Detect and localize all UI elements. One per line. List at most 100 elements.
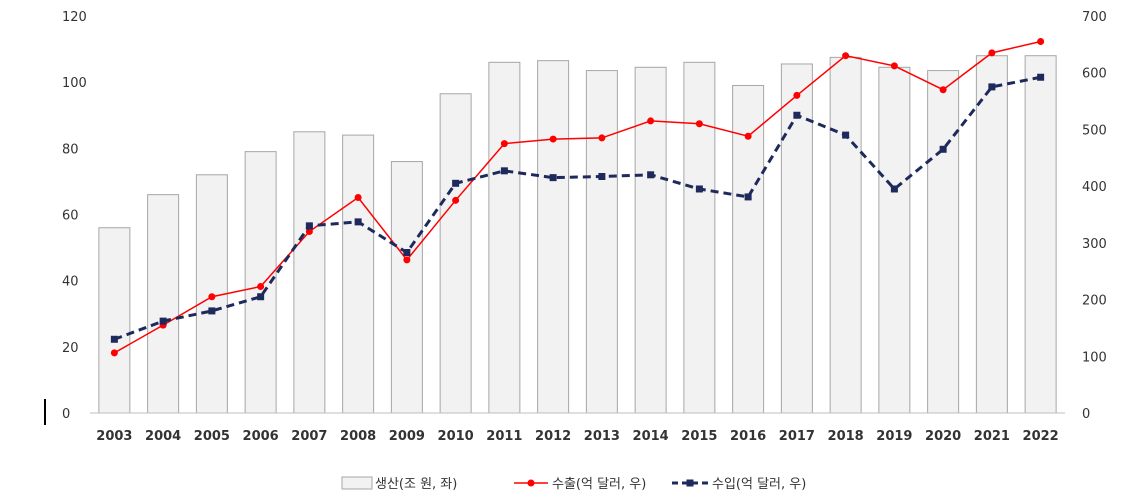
imports-point-2022	[1037, 73, 1045, 81]
exports-point-2008	[354, 193, 362, 201]
exports-point-2016	[744, 132, 752, 140]
bar-2003	[98, 227, 131, 414]
exports-point-2005	[208, 293, 216, 301]
imports-point-2011	[500, 167, 508, 175]
left-tick-label: 120	[62, 10, 87, 25]
x-tick-label: 2014	[633, 429, 669, 444]
legend: 생산(조 원, 좌) 수출(억 달러, 우) 수입(억 달러, 우)	[341, 476, 806, 492]
exports-point-2014	[647, 117, 655, 125]
left-axis: 0 20 40 60 80 100 120	[62, 10, 87, 422]
right-axis: 0 100 200 300 400 500 600 700	[1082, 10, 1107, 422]
x-tick-label: 2005	[194, 429, 230, 444]
imports-point-2008	[354, 218, 362, 226]
left-tick-label: 40	[62, 275, 79, 290]
bar-2015	[683, 61, 716, 414]
bar-2016	[732, 84, 765, 414]
x-tick-label: 2011	[486, 429, 522, 444]
left-tick-label: 80	[62, 142, 79, 157]
x-tick-label: 2006	[243, 429, 279, 444]
imports-point-2006	[257, 293, 265, 301]
imports-point-2019	[890, 185, 898, 193]
imports-point-2021	[988, 83, 996, 91]
imports-point-2015	[695, 185, 703, 193]
x-tick-label: 2016	[730, 429, 766, 444]
x-tick-label: 2018	[828, 429, 864, 444]
cursor-mark	[44, 399, 46, 425]
x-tick-label: 2003	[96, 429, 132, 444]
x-axis: 2003 2004 2005 2006 2007 2008 2009 2010 2011 2012…	[90, 412, 1065, 444]
imports-point-2005	[208, 307, 216, 315]
imports-point-2017	[793, 111, 801, 119]
x-tick-label: 2021	[974, 429, 1010, 444]
legend-label-imports: 수입(억 달러, 우)	[712, 477, 806, 492]
exports-point-2020	[939, 86, 947, 94]
imports-point-2004	[159, 317, 167, 325]
right-tick-label: 600	[1082, 67, 1107, 82]
bar-2018	[829, 56, 862, 414]
exports-point-2022	[1037, 38, 1045, 46]
legend-label-exports: 수출(억 달러, 우)	[552, 477, 646, 492]
bar-series	[98, 55, 1057, 414]
imports-point-2010	[452, 179, 460, 187]
line-series	[110, 38, 1045, 357]
bar-2022	[1024, 55, 1057, 414]
legend-bar-swatch	[341, 476, 373, 490]
exports-point-2021	[988, 49, 996, 57]
x-tick-label: 2022	[1023, 429, 1059, 444]
bar-2013	[585, 70, 618, 414]
imports-point-2020	[939, 145, 947, 153]
exports-point-2011	[500, 140, 508, 148]
exports-point-2017	[793, 91, 801, 99]
x-tick-label: 2017	[779, 429, 815, 444]
imports-point-2018	[842, 131, 850, 139]
x-tick-label: 2013	[584, 429, 620, 444]
exports-point-2012	[549, 135, 557, 143]
exports-point-2019	[890, 62, 898, 70]
legend-label-production: 생산(조 원, 좌)	[375, 477, 457, 492]
imports-point-2012	[549, 174, 557, 182]
x-tick-label: 2020	[925, 429, 961, 444]
right-tick-label: 200	[1082, 294, 1107, 309]
bar-2019	[878, 66, 911, 414]
imports-point-2003	[110, 335, 118, 343]
bar-2008	[342, 134, 375, 414]
right-tick-label: 400	[1082, 180, 1107, 195]
left-tick-label: 100	[62, 76, 87, 91]
right-tick-label: 700	[1082, 10, 1107, 25]
x-tick-label: 2010	[438, 429, 474, 444]
x-tick-label: 2019	[876, 429, 912, 444]
imports-point-2016	[744, 193, 752, 201]
right-tick-label: 300	[1082, 237, 1107, 252]
x-tick-label: 2015	[681, 429, 717, 444]
right-tick-label: 100	[1082, 350, 1107, 365]
imports-point-2013	[598, 173, 606, 181]
exports-point-2013	[598, 134, 606, 142]
bar-2012	[537, 60, 570, 414]
x-tick-label: 2007	[291, 429, 327, 444]
bar-2020	[927, 70, 960, 414]
bar-2009	[390, 161, 423, 414]
x-tick-label: 2004	[145, 429, 181, 444]
right-tick-label: 0	[1082, 407, 1090, 422]
imports-point-2009	[403, 248, 411, 256]
x-tick-label: 2008	[340, 429, 376, 444]
legend-imports-marker	[686, 479, 694, 487]
imports-point-2014	[647, 171, 655, 179]
imports-line	[113, 75, 1041, 341]
x-tick-label: 2009	[389, 429, 425, 444]
x-tick-label: 2012	[535, 429, 571, 444]
left-tick-label: 0	[62, 407, 70, 422]
exports-point-2018	[842, 52, 850, 60]
legend-exports-marker	[527, 479, 535, 487]
bar-2004	[147, 194, 180, 414]
exports-line	[114, 40, 1041, 354]
left-tick-label: 20	[62, 341, 79, 356]
bar-2007	[293, 131, 326, 414]
bar-2021	[975, 55, 1008, 414]
exports-point-2010	[452, 196, 460, 204]
bar-2010	[439, 93, 472, 414]
right-tick-label: 500	[1082, 123, 1107, 138]
imports-point-2007	[305, 222, 313, 230]
exports-point-2003	[110, 349, 118, 357]
